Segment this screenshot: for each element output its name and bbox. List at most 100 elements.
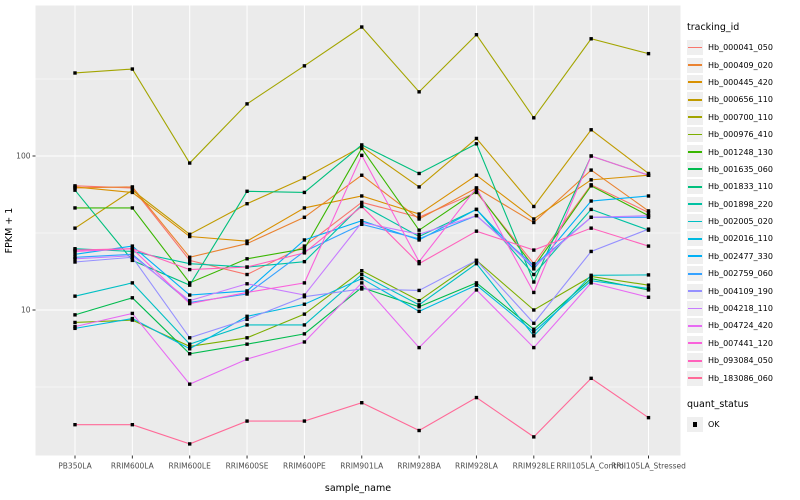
data-point	[589, 226, 593, 230]
data-point	[188, 347, 192, 351]
data-point	[245, 342, 249, 346]
data-point	[302, 251, 307, 255]
data-point	[474, 281, 479, 285]
legend-key	[687, 318, 703, 334]
data-point	[302, 176, 307, 180]
data-point	[646, 295, 651, 299]
data-point	[360, 173, 364, 177]
data-point	[532, 290, 536, 295]
data-point	[417, 428, 421, 433]
legend-entry-Hb_002005_020: Hb_002005_020	[687, 213, 799, 230]
legend-label: Hb_002477_330	[708, 251, 773, 261]
legend-entry-Hb_007441_120: Hb_007441_120	[687, 335, 799, 352]
legend-key	[687, 266, 703, 282]
data-point	[188, 232, 192, 237]
data-point	[417, 171, 421, 176]
data-point	[417, 228, 421, 232]
legend-key	[687, 231, 703, 247]
data-point	[532, 330, 536, 334]
data-point	[417, 261, 421, 266]
legend-entry-Hb_004218_110: Hb_004218_110	[687, 300, 799, 317]
y-axis-title: FPKM + 1	[4, 208, 15, 254]
quant-point-swatch	[692, 422, 698, 427]
data-point	[474, 283, 479, 287]
legend-label: Hb_001833_110	[708, 182, 773, 192]
data-point	[188, 342, 192, 346]
data-point	[130, 311, 135, 316]
legend-color-swatch	[688, 98, 702, 101]
data-point	[474, 261, 479, 266]
data-point	[589, 168, 593, 172]
legend-color-swatch	[688, 64, 702, 66]
data-point	[188, 261, 192, 266]
data-point	[532, 263, 536, 268]
data-point	[532, 265, 536, 269]
data-point	[417, 259, 421, 264]
data-point	[474, 229, 479, 233]
x-tick-label: RRII105LA_Stressed	[611, 462, 686, 471]
data-point	[532, 248, 536, 252]
legend-color-swatch	[688, 116, 702, 119]
data-point	[245, 282, 249, 286]
data-point	[245, 323, 249, 327]
legend-label: Hb_002005_020	[708, 217, 773, 227]
legend-label: Hb_001635_060	[708, 164, 773, 174]
legend-entries-quant-status: OK	[687, 416, 799, 433]
data-point	[302, 244, 307, 248]
data-point	[73, 422, 77, 427]
data-point	[245, 272, 249, 277]
x-tick-label: RRIM600SE	[226, 462, 269, 471]
legend-entry-Hb_002477_330: Hb_002477_330	[687, 248, 799, 265]
legend-key	[687, 214, 703, 230]
legend-label: Hb_004218_110	[708, 304, 773, 314]
data-point	[245, 241, 249, 246]
data-point	[302, 323, 307, 327]
data-point	[73, 257, 77, 261]
data-point	[360, 276, 364, 281]
data-point	[360, 268, 364, 273]
legend-key	[687, 144, 703, 160]
legend-entry-Hb_001248_130: Hb_001248_130	[687, 143, 799, 160]
data-point	[417, 237, 421, 241]
data-point	[130, 296, 135, 300]
data-point	[245, 202, 249, 206]
data-point	[532, 267, 536, 271]
legend-key	[687, 74, 703, 90]
x-tick-label: RRIM928LE	[513, 462, 556, 471]
legend-key	[687, 161, 703, 177]
data-point	[589, 207, 593, 212]
data-point	[474, 186, 479, 190]
data-point	[73, 188, 77, 192]
data-point	[360, 219, 364, 223]
data-point	[302, 247, 307, 251]
legend-label: Hb_001898_220	[708, 199, 773, 209]
data-point	[130, 249, 135, 254]
legend-color-swatch	[688, 272, 702, 275]
legend-entry-quant-OK: OK	[687, 416, 799, 433]
legend-color-swatch	[688, 342, 702, 345]
legend-color-swatch	[688, 203, 702, 205]
legend-label: Hb_000409_020	[708, 60, 773, 70]
legend-label: Hb_183086_060	[708, 373, 773, 383]
data-point	[188, 352, 192, 356]
data-point	[302, 259, 307, 264]
data-point	[188, 344, 192, 349]
legend: tracking_id Hb_000041_050 Hb_000409_020 Hb…	[687, 22, 799, 433]
y-tick-label: 10	[21, 306, 31, 315]
data-point	[130, 185, 135, 189]
legend-color-swatch	[688, 359, 702, 362]
data-point	[589, 281, 593, 285]
data-point	[73, 294, 77, 298]
data-point	[589, 128, 593, 132]
data-point	[130, 244, 135, 248]
data-point	[188, 298, 192, 303]
data-point	[73, 326, 77, 331]
data-point	[245, 419, 249, 423]
data-point	[646, 227, 651, 231]
data-point	[73, 260, 77, 264]
legend-label: Hb_000445_420	[708, 77, 773, 87]
data-point	[245, 357, 249, 361]
data-point	[130, 316, 135, 321]
data-point	[589, 154, 593, 158]
legend-key	[687, 301, 703, 317]
